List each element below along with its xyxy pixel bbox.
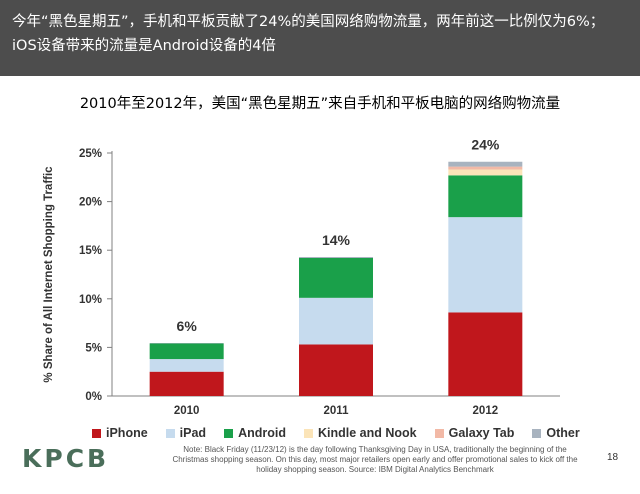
y-tick-label: 10% bbox=[79, 294, 102, 306]
y-tick-label: 5% bbox=[85, 342, 102, 354]
bar-2011-ipad bbox=[299, 297, 373, 345]
legend-swatch-android bbox=[224, 428, 234, 438]
y-tick-label: 15% bbox=[79, 245, 102, 257]
bar-2012-ipad bbox=[448, 217, 523, 313]
total-label-2010: 6% bbox=[177, 318, 198, 334]
legend-swatch-ipad bbox=[165, 428, 175, 438]
legend-item-other: Other bbox=[532, 426, 580, 440]
y-tick-label: 20% bbox=[79, 197, 102, 209]
bar-2011-android bbox=[299, 257, 373, 298]
stacked-bar-chart: 0% 5% 10% 15% 20% 25% % Share of All Internet … bbox=[43, 137, 560, 417]
legend-label-other: Other bbox=[546, 426, 580, 440]
header-line-1: 今年“黑色星期五”，手机和平板贡献了24%的美国网络购物流量，两年前这一比例仅为… bbox=[12, 14, 605, 30]
bar-2012-android bbox=[448, 175, 523, 218]
legend-label-ipad: iPad bbox=[179, 426, 207, 440]
bar-2011-other bbox=[299, 257, 373, 258]
kpcb-logo: KPCB bbox=[22, 444, 110, 473]
footer-note-line-1: Note: Black Friday (11/23/12) is the day… bbox=[183, 445, 567, 454]
bar-2010-android bbox=[149, 343, 224, 360]
x-tick-label-2010: 2010 bbox=[174, 405, 200, 417]
footer-note-line-2: Christmas shopping season. On this day, … bbox=[172, 455, 578, 464]
page-number: 18 bbox=[607, 452, 619, 463]
legend-swatch-kindle-nook bbox=[304, 428, 313, 438]
header-line-2: iOS设备带来的流量是Android设备的4倍 bbox=[12, 38, 276, 54]
y-tick-label: 0% bbox=[85, 391, 102, 403]
legend-item-android: Android bbox=[224, 426, 286, 440]
y-tick-label: 25% bbox=[79, 148, 102, 160]
legend-label-galaxy-tab: Galaxy Tab bbox=[448, 426, 515, 440]
legend-swatch-other bbox=[532, 428, 542, 438]
chart-legend: iPhone iPad Android Kindle and Nook Gala… bbox=[92, 424, 598, 442]
total-label-2011: 14% bbox=[322, 232, 351, 248]
legend-item-kindle-nook: Kindle and Nook bbox=[304, 426, 417, 440]
bar-2012-other bbox=[448, 161, 523, 167]
legend-item-galaxy-tab: Galaxy Tab bbox=[434, 426, 515, 440]
legend-item-ipad: iPad bbox=[165, 426, 207, 440]
legend-label-android: Android bbox=[238, 426, 286, 440]
y-axis-label: % Share of All Internet Shopping Traffic bbox=[43, 166, 55, 383]
bar-2012-galaxy-tab bbox=[448, 166, 523, 170]
total-label-2012: 24% bbox=[471, 137, 500, 153]
bar-2010-ipad bbox=[149, 359, 224, 372]
x-tick-label-2012: 2012 bbox=[473, 405, 499, 417]
chart-title: 2010年至2012年，美国“黑色星期五”来自手机和平板电脑的网络购物流量 bbox=[79, 96, 561, 112]
bar-2012-iphone bbox=[448, 312, 523, 396]
footer-note-line-3: holiday shopping season. Source: IBM Dig… bbox=[256, 465, 494, 474]
bar-2012-kindle-and-nook bbox=[448, 169, 523, 176]
footer-note: Note: Black Friday (11/23/12) is the day… bbox=[150, 445, 600, 475]
bar-2010-iphone bbox=[149, 371, 224, 396]
legend-item-iphone: iPhone bbox=[92, 426, 148, 440]
slide-header: 今年“黑色星期五”，手机和平板贡献了24%的美国网络购物流量，两年前这一比例仅为… bbox=[0, 0, 640, 76]
legend-swatch-iphone bbox=[92, 428, 101, 438]
legend-label-iphone: iPhone bbox=[106, 426, 148, 440]
bar-2011-iphone bbox=[299, 344, 373, 396]
legend-swatch-galaxy-tab bbox=[434, 428, 444, 438]
x-tick-label-2011: 2011 bbox=[324, 405, 350, 417]
legend-label-kindle-nook: Kindle and Nook bbox=[318, 426, 417, 440]
